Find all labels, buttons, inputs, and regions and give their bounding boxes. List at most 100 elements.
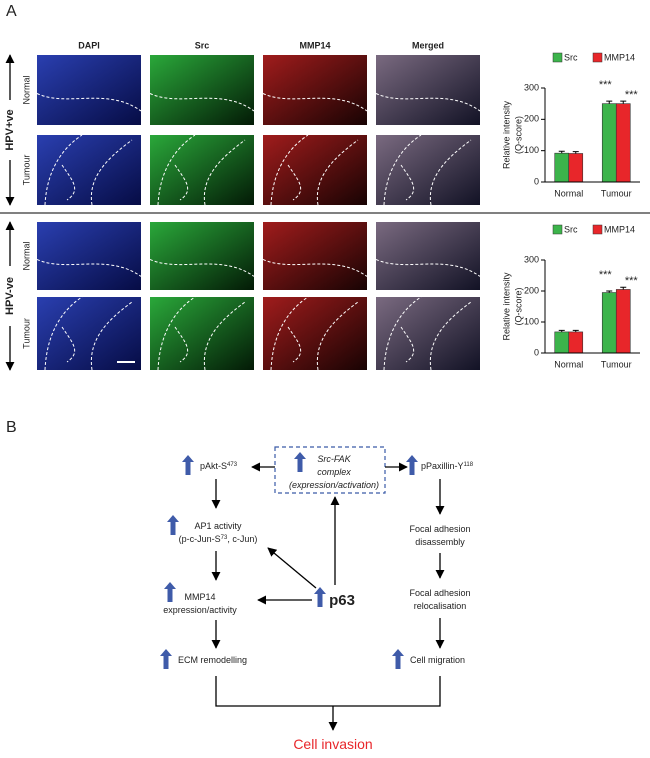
significance: ***: [599, 269, 613, 281]
column-label: Merged: [412, 40, 444, 50]
tissue-boundary: [375, 93, 481, 112]
column-label: DAPI: [78, 40, 100, 50]
error-bar: [620, 286, 627, 290]
tissue-boundary: [44, 296, 133, 371]
bar: [601, 103, 617, 183]
y-axis-label: Relative intensity: [501, 272, 511, 341]
up-arrow-icon: [182, 455, 194, 475]
micrograph: [376, 222, 480, 290]
node-label: (p-c-Jun-S: [179, 534, 221, 544]
node-text: (p-c-Jun-S73, c-Jun): [179, 534, 258, 544]
superscript: 73: [221, 535, 228, 541]
y-tick-label: 0: [534, 176, 539, 186]
error-bar: [558, 329, 565, 332]
node-label: expression/activity: [163, 605, 237, 615]
node-text: AP1 activity: [194, 521, 242, 531]
x-tick-label: Tumour: [601, 188, 632, 198]
row-label: Normal: [21, 241, 31, 270]
error-bar: [620, 100, 627, 104]
up-arrow-icon: [314, 587, 326, 607]
up-arrow-icon: [392, 649, 404, 669]
up-arrow-icon: [164, 582, 176, 602]
micrograph: [263, 222, 367, 290]
y-tick-label: 100: [524, 316, 539, 326]
superscript: 473: [227, 462, 238, 468]
node-text: ECM remodelling: [178, 655, 247, 665]
error-bar: [606, 290, 613, 293]
tissue-boundary: [157, 134, 246, 206]
row-label: Normal: [21, 75, 31, 104]
micrograph: [150, 222, 254, 290]
y-tick-label: 300: [524, 82, 539, 92]
tissue-boundary: [36, 93, 142, 112]
tissue-boundary: [149, 93, 255, 112]
y-axis-label: (Q-score): [513, 287, 523, 325]
node-label: , c-Jun): [227, 534, 257, 544]
node-text: Focal adhesion: [409, 588, 470, 598]
error-bar: [606, 100, 613, 104]
node-text: p63: [329, 592, 355, 609]
micrograph: [150, 297, 254, 370]
node-label: pAkt-S: [200, 461, 227, 471]
y-tick-label: 200: [524, 114, 539, 124]
micrograph: [376, 297, 480, 370]
y-tick-label: 300: [524, 254, 539, 264]
y-tick-label: 100: [524, 145, 539, 155]
node-label: Cell migration: [410, 655, 465, 665]
bar: [554, 331, 570, 354]
micrograph: [37, 55, 141, 125]
legend-label: MMP14: [604, 224, 635, 234]
micrograph: [376, 135, 480, 205]
y-axis-label: Relative intensity: [501, 100, 511, 169]
node-label: Focal adhesion: [409, 588, 470, 598]
node-text: pPaxillin-Y118: [421, 461, 474, 471]
group-label: HPV+ve: [4, 109, 16, 150]
x-tick-label: Tumour: [601, 359, 632, 369]
node-text: pAkt-S473: [200, 461, 238, 471]
column-label: MMP14: [299, 40, 330, 50]
micrograph: [37, 297, 141, 370]
error-bar: [572, 151, 579, 154]
node-text: expression/activity: [163, 605, 237, 615]
tissue-boundary: [270, 296, 359, 371]
bar: [568, 331, 584, 354]
node-label: p63: [329, 592, 355, 609]
x-tick-label: Normal: [554, 359, 583, 369]
panel-label: B: [6, 419, 17, 436]
node-text: Focal adhesion: [409, 524, 470, 534]
node-text: Cell invasion: [293, 736, 372, 752]
node-label: pPaxillin-Y: [421, 461, 464, 471]
micrograph: [376, 55, 480, 125]
node-label: Focal adhesion: [409, 524, 470, 534]
node-label: MMP14: [184, 592, 215, 602]
up-arrow-icon: [406, 455, 418, 475]
bracket: [215, 676, 441, 707]
bar: [601, 292, 617, 354]
micrograph: [263, 297, 367, 370]
bar: [554, 152, 570, 183]
tissue-boundary: [270, 134, 359, 206]
error-bar: [558, 150, 565, 154]
significance: ***: [625, 275, 639, 287]
node-text: Src-FAK: [317, 454, 351, 464]
group-label: HPV-ve: [4, 277, 16, 315]
tissue-boundary: [157, 296, 246, 371]
row-label: Tumour: [21, 318, 31, 349]
y-tick-label: 200: [524, 285, 539, 295]
tissue-boundary: [262, 93, 368, 112]
error-bar: [572, 329, 579, 332]
complex-box: [274, 446, 386, 494]
panel-label: A: [6, 3, 17, 20]
micrograph: [150, 55, 254, 125]
row-label: Tumour: [21, 155, 31, 186]
up-arrow-icon: [294, 452, 306, 472]
legend-label: Src: [564, 224, 578, 234]
micrograph: [37, 135, 141, 205]
bar: [568, 153, 584, 183]
diagram-arrows: [211, 446, 445, 731]
y-axis-label: (Q-score): [513, 116, 523, 154]
node-text: Cell migration: [410, 655, 465, 665]
node-label: AP1 activity: [194, 521, 242, 531]
legend-swatch: [552, 52, 563, 63]
micrograph: [263, 135, 367, 205]
